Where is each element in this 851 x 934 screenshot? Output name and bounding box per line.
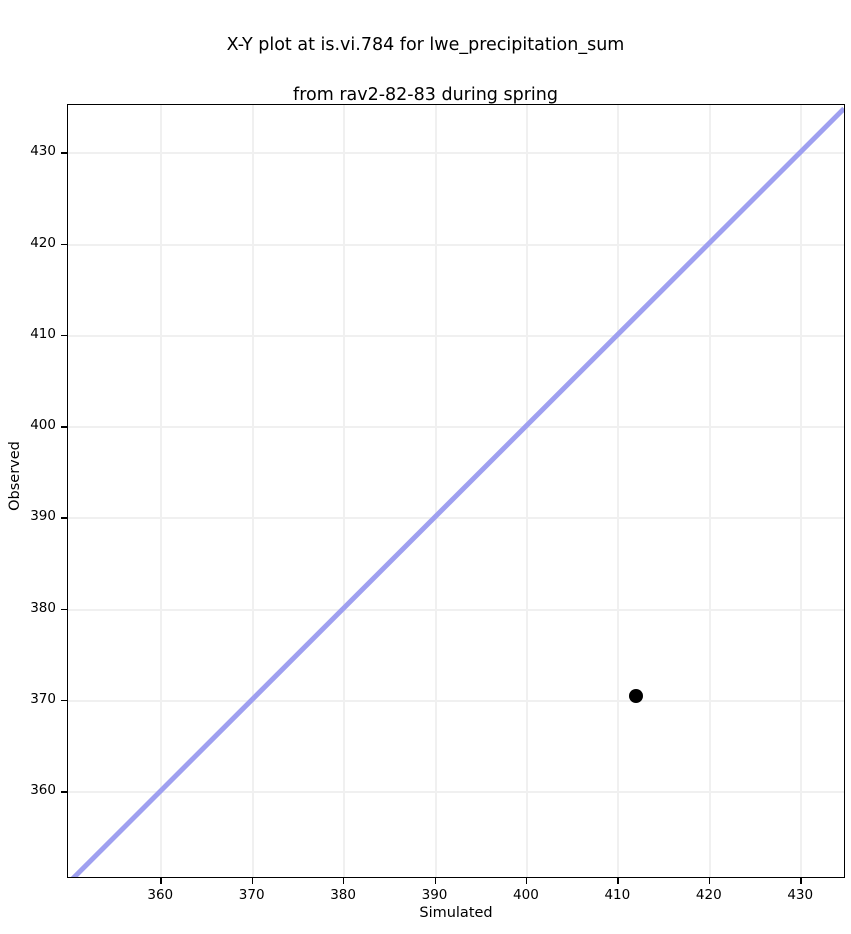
chart-title-line-2: from rav2-82-83 during spring — [293, 85, 558, 105]
y-tick-label: 420 — [30, 234, 56, 251]
gridline-vertical — [160, 105, 163, 877]
y-tick-mark — [61, 152, 67, 154]
y-tick-label: 360 — [30, 782, 56, 799]
y-tick-mark — [61, 791, 67, 793]
y-tick-label: 370 — [30, 691, 56, 708]
y-axis-label: Observed — [7, 441, 23, 511]
gridline-horizontal — [68, 700, 844, 703]
x-tick-label: 420 — [695, 887, 722, 903]
x-tick-mark — [343, 878, 345, 884]
x-tick-mark — [708, 878, 711, 884]
x-tick-mark — [251, 878, 254, 884]
y-tick-label: 430 — [30, 143, 56, 160]
gridline-vertical — [617, 105, 620, 877]
x-tick-mark — [160, 878, 162, 884]
x-tick-label: 410 — [604, 887, 631, 903]
x-tick-mark — [525, 878, 528, 884]
gridline-horizontal — [68, 517, 844, 520]
gridline-horizontal — [68, 243, 844, 246]
gridline-horizontal — [68, 152, 844, 155]
x-tick-label: 370 — [238, 887, 265, 903]
y-tick-label: 410 — [30, 325, 56, 342]
chart-title-line-1: X-Y plot at is.vi.784 for lwe_precipitat… — [226, 35, 625, 55]
gridline-vertical — [251, 105, 254, 877]
x-axis-label: Simulated — [419, 905, 493, 921]
x-tick-label: 360 — [147, 887, 174, 903]
y-tick-mark — [61, 334, 67, 337]
y-tick-label: 380 — [30, 599, 56, 616]
y-axis-ticks: 360 370 380 390 400 410 420 430 — [0, 0, 67, 934]
y-tick-mark — [61, 243, 67, 246]
gridline-horizontal — [68, 334, 844, 337]
identity-line — [70, 106, 844, 877]
x-tick-label: 430 — [787, 887, 814, 903]
gridline-horizontal — [68, 608, 844, 611]
gridline-horizontal — [68, 426, 844, 429]
gridline-vertical — [434, 105, 437, 877]
x-tick-label: 390 — [421, 887, 448, 903]
gridline-vertical — [800, 105, 803, 877]
x-tick-label: 380 — [330, 887, 356, 903]
data-point — [628, 688, 643, 703]
y-tick-mark — [61, 700, 67, 702]
x-tick-mark — [434, 878, 436, 884]
x-tick-mark — [800, 878, 802, 884]
gridline-horizontal — [68, 791, 844, 794]
y-tick-label: 400 — [30, 417, 56, 434]
y-tick-mark — [61, 426, 67, 428]
y-tick-mark — [61, 517, 67, 519]
gridline-vertical — [343, 105, 346, 877]
gridline-vertical — [708, 105, 711, 877]
plot-area — [67, 104, 845, 878]
y-tick-mark — [61, 608, 67, 611]
x-tick-label: 400 — [513, 887, 539, 903]
gridline-vertical — [525, 105, 528, 877]
x-tick-mark — [617, 878, 619, 884]
y-tick-label: 390 — [30, 508, 56, 525]
chart-title: X-Y plot at is.vi.784 for lwe_precipitat… — [0, 8, 851, 108]
